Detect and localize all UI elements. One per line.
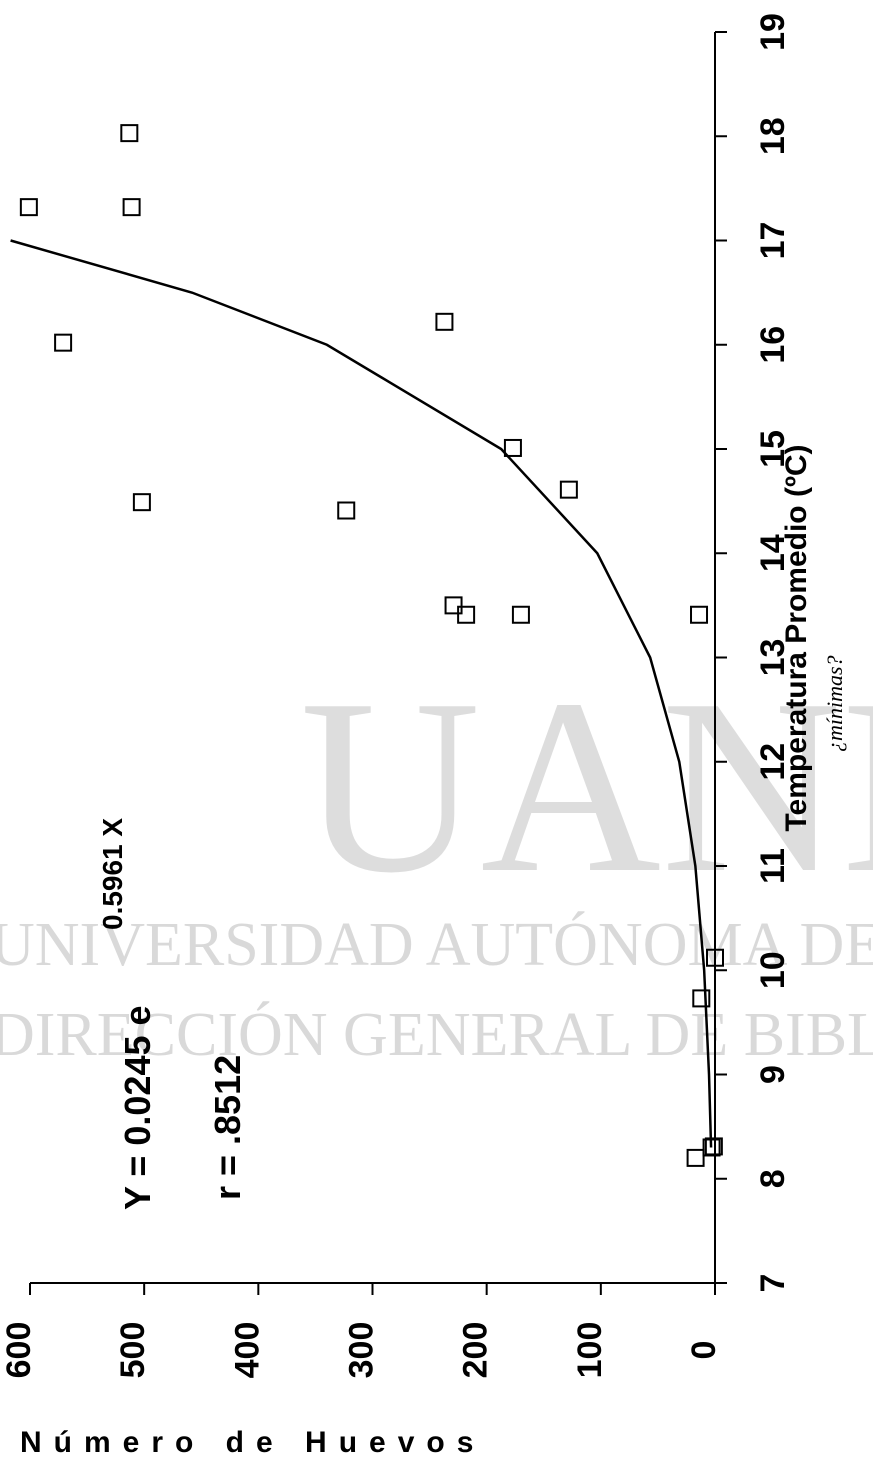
point — [337, 501, 356, 520]
point — [503, 438, 522, 457]
point — [132, 493, 151, 512]
x-tick-label: 12 — [754, 743, 792, 781]
x-axis-label: Temperatura Promedio (ºC) — [780, 444, 813, 831]
y-tick-label: 400 — [228, 1322, 266, 1379]
y-tick-label: 0 — [685, 1341, 723, 1360]
x-tick-label: 13 — [754, 639, 792, 677]
point — [444, 596, 463, 615]
watermark-line: UNIVERSIDAD AUTÓNOMA DE NUEVO LEÓN — [0, 911, 873, 979]
point — [54, 333, 73, 352]
x-tick-label: 14 — [754, 534, 792, 572]
fit-line — [10, 239, 713, 1148]
point — [19, 198, 38, 217]
point — [690, 605, 709, 624]
point — [120, 124, 139, 143]
point — [457, 605, 476, 624]
note: ¿mínimas? — [822, 655, 847, 752]
watermark-line: DIRECCIÓN GENERAL DE BIBLIOTECAS — [0, 1001, 873, 1069]
x-tick-label: 7 — [754, 1274, 792, 1293]
watermark: UANL UNIVERSIDAD AUTÓNOMA DE NUEVO LEÓN … — [0, 648, 873, 1069]
x-tick-label: 8 — [754, 1169, 792, 1188]
point — [692, 989, 711, 1008]
exponent: 0.5961 X — [97, 818, 128, 930]
x-tick-label: 19 — [754, 13, 792, 51]
y-tick-label: 100 — [571, 1322, 609, 1379]
x-tick-label: 16 — [754, 326, 792, 364]
y-tick-label: 600 — [0, 1322, 38, 1379]
x-tick-label: 17 — [754, 222, 792, 260]
point — [706, 948, 724, 967]
point — [435, 312, 454, 331]
y-tick-label: 300 — [343, 1322, 381, 1379]
point — [686, 1148, 705, 1167]
x-tick-label: 9 — [754, 1065, 792, 1084]
point — [702, 1138, 721, 1157]
point — [122, 198, 141, 217]
point — [704, 1137, 723, 1156]
x-tick-label: 18 — [754, 117, 792, 155]
r-value: r = .8512 — [207, 1055, 248, 1200]
x-tick-label: 15 — [754, 430, 792, 468]
x-tick-label: 10 — [754, 951, 792, 989]
x-tick-label: 11 — [754, 848, 792, 884]
y-axis-label: Número de Huevos — [20, 1426, 485, 1459]
y-tick-label: 500 — [114, 1322, 152, 1379]
point — [511, 605, 530, 624]
y-tick-label: 200 — [457, 1322, 495, 1379]
point — [559, 480, 578, 499]
watermark-logo: UANL — [300, 648, 873, 925]
equation: Y = 0.0245 e — [117, 1005, 158, 1210]
